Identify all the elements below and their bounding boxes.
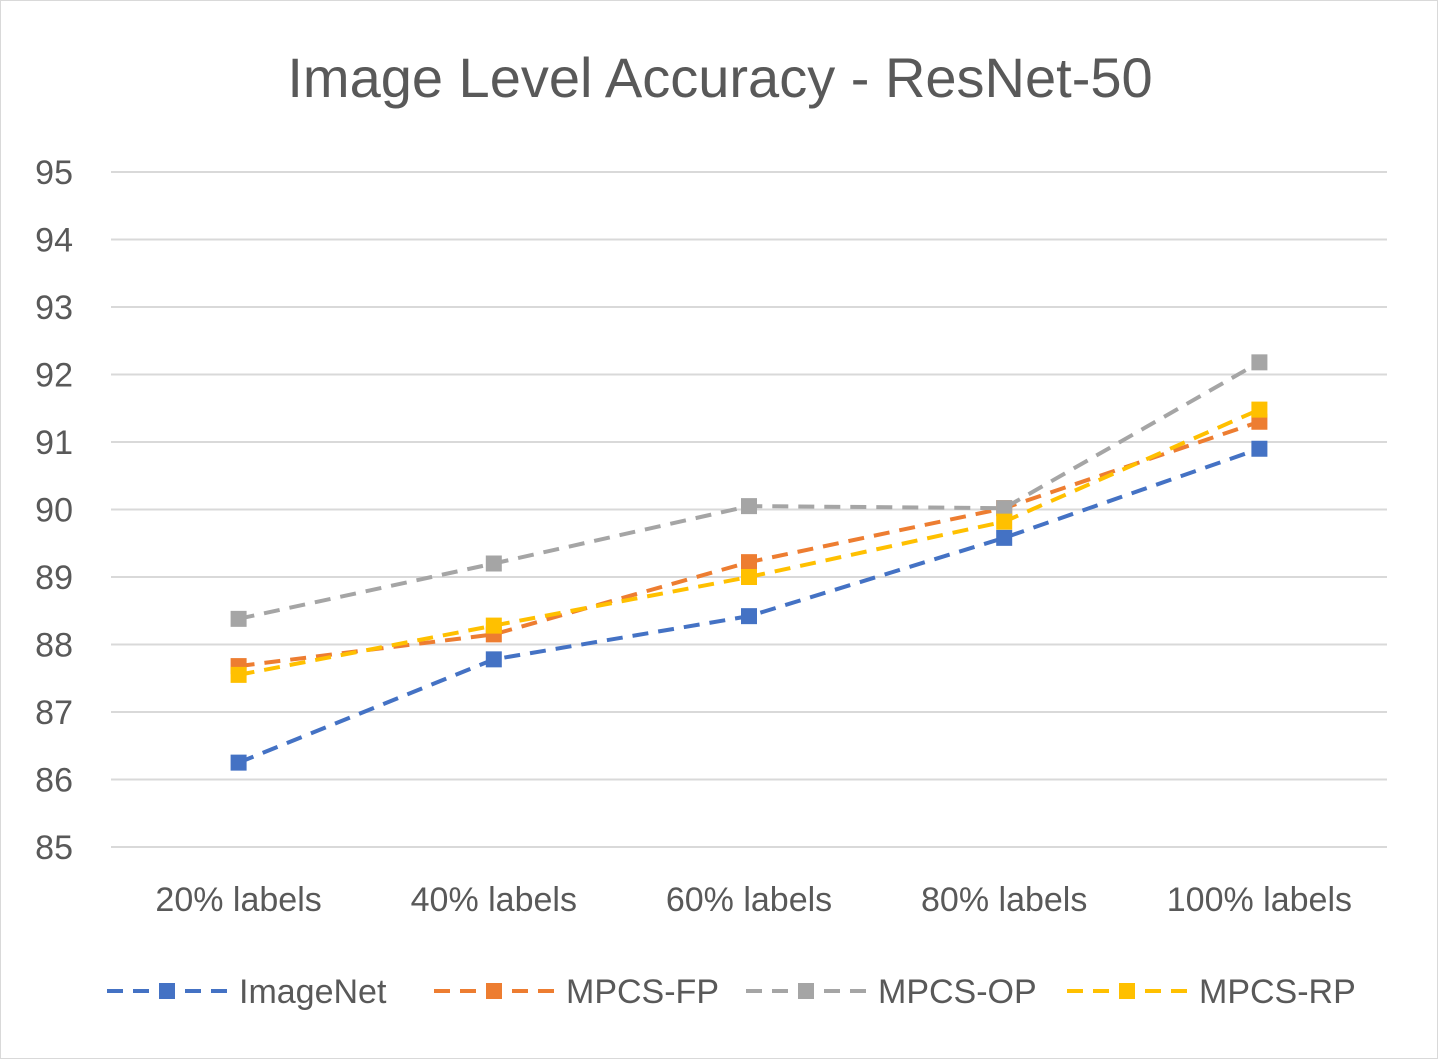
- y-tick-label: 87: [35, 694, 73, 732]
- legend-label: ImageNet: [239, 973, 387, 1011]
- chart-title: Image Level Accuracy - ResNet-50: [287, 46, 1152, 109]
- data-point-mpcs-rp: [485, 617, 502, 634]
- data-point-imagenet: [741, 608, 757, 625]
- y-tick-label: 92: [35, 357, 73, 395]
- data-point-mpcs-op: [1251, 354, 1268, 371]
- data-point-imagenet: [485, 651, 502, 668]
- legend-item-mpcs-op: MPCS-OP: [746, 973, 1037, 1011]
- x-tick-label: 100% labels: [1167, 881, 1352, 919]
- legend-swatch-marker: [798, 983, 814, 999]
- x-tick-label: 20% labels: [155, 881, 321, 919]
- legend-label: MPCS-RP: [1199, 973, 1356, 1011]
- data-point-mpcs-rp: [1251, 401, 1268, 418]
- data-point-imagenet: [996, 529, 1013, 546]
- y-tick-label: 93: [35, 289, 73, 327]
- data-point-mpcs-fp: [741, 554, 757, 571]
- data-point-mpcs-rp: [230, 666, 247, 683]
- y-tick-label: 94: [35, 222, 73, 260]
- series-line-imagenet: [237, 446, 1261, 765]
- series-line-mpcs-fp: [238, 419, 1261, 669]
- series-line-mpcs-rp: [238, 407, 1261, 677]
- legend-label: MPCS-OP: [878, 973, 1037, 1011]
- y-tick-label: 89: [35, 559, 73, 597]
- y-tick-label: 85: [35, 829, 73, 867]
- legend-swatch-marker: [159, 983, 175, 999]
- legend: ImageNet MPCS-FP MPCS-OP MPCS-RP: [107, 973, 1356, 1011]
- x-tick-label: 40% labels: [411, 881, 577, 919]
- y-tick-label: 95: [35, 154, 73, 192]
- y-axis-ticks: 85 86 87 88 89 90 91 92 93 94 95: [35, 154, 73, 867]
- data-point-mpcs-op: [230, 610, 247, 627]
- series-mpcs-op: [230, 354, 1268, 627]
- data-point-mpcs-op: [741, 498, 757, 515]
- legend-item-mpcs-fp: MPCS-FP: [434, 973, 719, 1011]
- series-group: [230, 354, 1268, 771]
- data-point-imagenet: [230, 754, 247, 771]
- data-point-mpcs-rp: [996, 513, 1013, 530]
- legend-swatch-marker: [1119, 983, 1135, 999]
- series-imagenet: [230, 440, 1268, 771]
- data-point-imagenet: [1251, 440, 1268, 457]
- y-tick-label: 91: [35, 424, 73, 462]
- data-point-mpcs-op: [996, 500, 1013, 517]
- x-tick-label: 60% labels: [666, 881, 832, 919]
- series-mpcs-rp: [230, 401, 1268, 683]
- legend-item-imagenet: ImageNet: [107, 973, 387, 1011]
- x-axis-ticks: 20% labels 40% labels 60% labels 80% labels…: [155, 881, 1352, 919]
- y-tick-label: 88: [35, 627, 73, 665]
- legend-label: MPCS-FP: [566, 973, 719, 1011]
- x-tick-label: 80% labels: [921, 881, 1087, 919]
- y-tick-label: 90: [35, 492, 73, 530]
- data-point-mpcs-fp: [1251, 413, 1268, 430]
- data-point-mpcs-op: [485, 555, 502, 572]
- legend-item-mpcs-rp: MPCS-RP: [1067, 973, 1356, 1011]
- series-mpcs-fp: [230, 413, 1268, 675]
- legend-swatch-marker: [486, 983, 502, 999]
- data-point-mpcs-rp: [741, 569, 757, 585]
- y-tick-label: 86: [35, 762, 73, 800]
